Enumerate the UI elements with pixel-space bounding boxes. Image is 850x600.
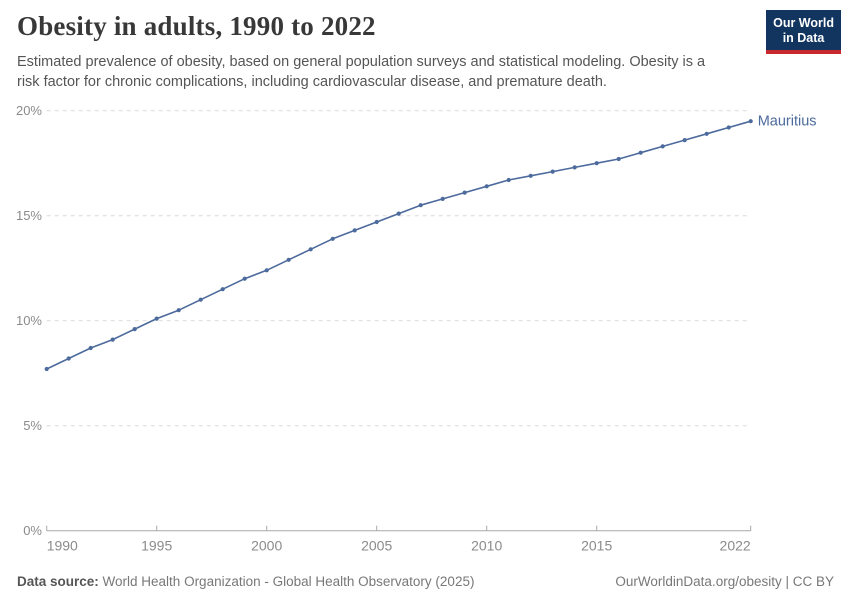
y-tick-label: 10% [16,313,42,328]
page-title: Obesity in adults, 1990 to 2022 [17,11,376,41]
series-label-mauritius[interactable]: Mauritius [758,114,817,130]
data-point[interactable] [638,150,643,155]
data-line[interactable] [45,120,752,370]
x-axis [46,525,752,532]
owid-license-link[interactable]: OurWorldinData.org/obesity | CC BY [615,574,834,589]
data-point[interactable] [44,366,49,372]
subtitle-line: risk factor for chronic complications, i… [17,74,607,90]
data-point[interactable] [242,276,247,281]
data-point[interactable] [462,190,467,195]
data-source-text: World Health Organization - Global Healt… [98,574,475,589]
x-tick-label: 2010 [471,538,502,554]
y-axis-labels: 0% 5% 10% 15% 20% [16,103,42,538]
data-series[interactable]: Mauritius [44,114,817,372]
data-point[interactable] [154,316,159,321]
data-point[interactable] [396,211,401,216]
data-point[interactable] [198,297,203,302]
data-source-label: Data source: [17,574,99,589]
data-source-note: Data source: World Health Organization -… [17,574,474,589]
x-axis-labels: 1990 1995 2000 2005 2010 2015 2022 [47,538,751,554]
x-tick-label: 1990 [47,538,78,554]
y-tick-label: 0% [23,523,42,538]
data-point[interactable] [132,327,137,332]
data-point[interactable] [616,156,621,162]
data-point[interactable] [110,337,115,342]
owid-logo-text: Our World [773,16,834,30]
data-point[interactable] [418,203,423,208]
chart-footer: Data source: World Health Organization -… [17,574,834,589]
data-point[interactable] [682,138,687,143]
data-point[interactable] [660,144,665,149]
data-point[interactable] [88,345,93,351]
x-tick-label: 2005 [361,538,392,554]
data-point[interactable] [550,169,555,174]
data-point[interactable] [528,173,533,178]
owid-logo[interactable]: Our World in Data [766,10,841,54]
x-tick-label: 2000 [251,538,282,554]
chart-subtitle: Estimated prevalence of obesity, based o… [17,52,705,92]
data-point[interactable] [176,308,181,313]
data-point[interactable] [330,236,335,241]
x-tick-label: 2015 [581,538,612,554]
data-point[interactable] [352,228,357,233]
subtitle-line: Estimated prevalence of obesity, based o… [17,54,706,70]
data-point[interactable] [286,257,291,262]
owid-logo-text: in Data [782,31,825,45]
data-point[interactable] [726,125,731,130]
data-point[interactable] [748,119,753,124]
data-point[interactable] [66,356,71,361]
data-point[interactable] [704,131,709,136]
data-point[interactable] [484,184,489,189]
data-point[interactable] [264,268,269,273]
data-point[interactable] [220,287,225,292]
x-tick-label: 2022 [720,538,751,554]
data-point[interactable] [506,177,511,183]
data-point[interactable] [440,196,445,201]
y-gridlines [46,110,751,427]
y-tick-label: 5% [23,418,42,433]
data-point[interactable] [594,161,599,166]
data-point[interactable] [374,219,379,225]
x-tick-label: 1995 [141,538,172,554]
data-point[interactable] [308,247,313,252]
y-tick-label: 15% [16,208,42,223]
y-tick-label: 20% [16,103,42,118]
data-point[interactable] [572,165,577,170]
